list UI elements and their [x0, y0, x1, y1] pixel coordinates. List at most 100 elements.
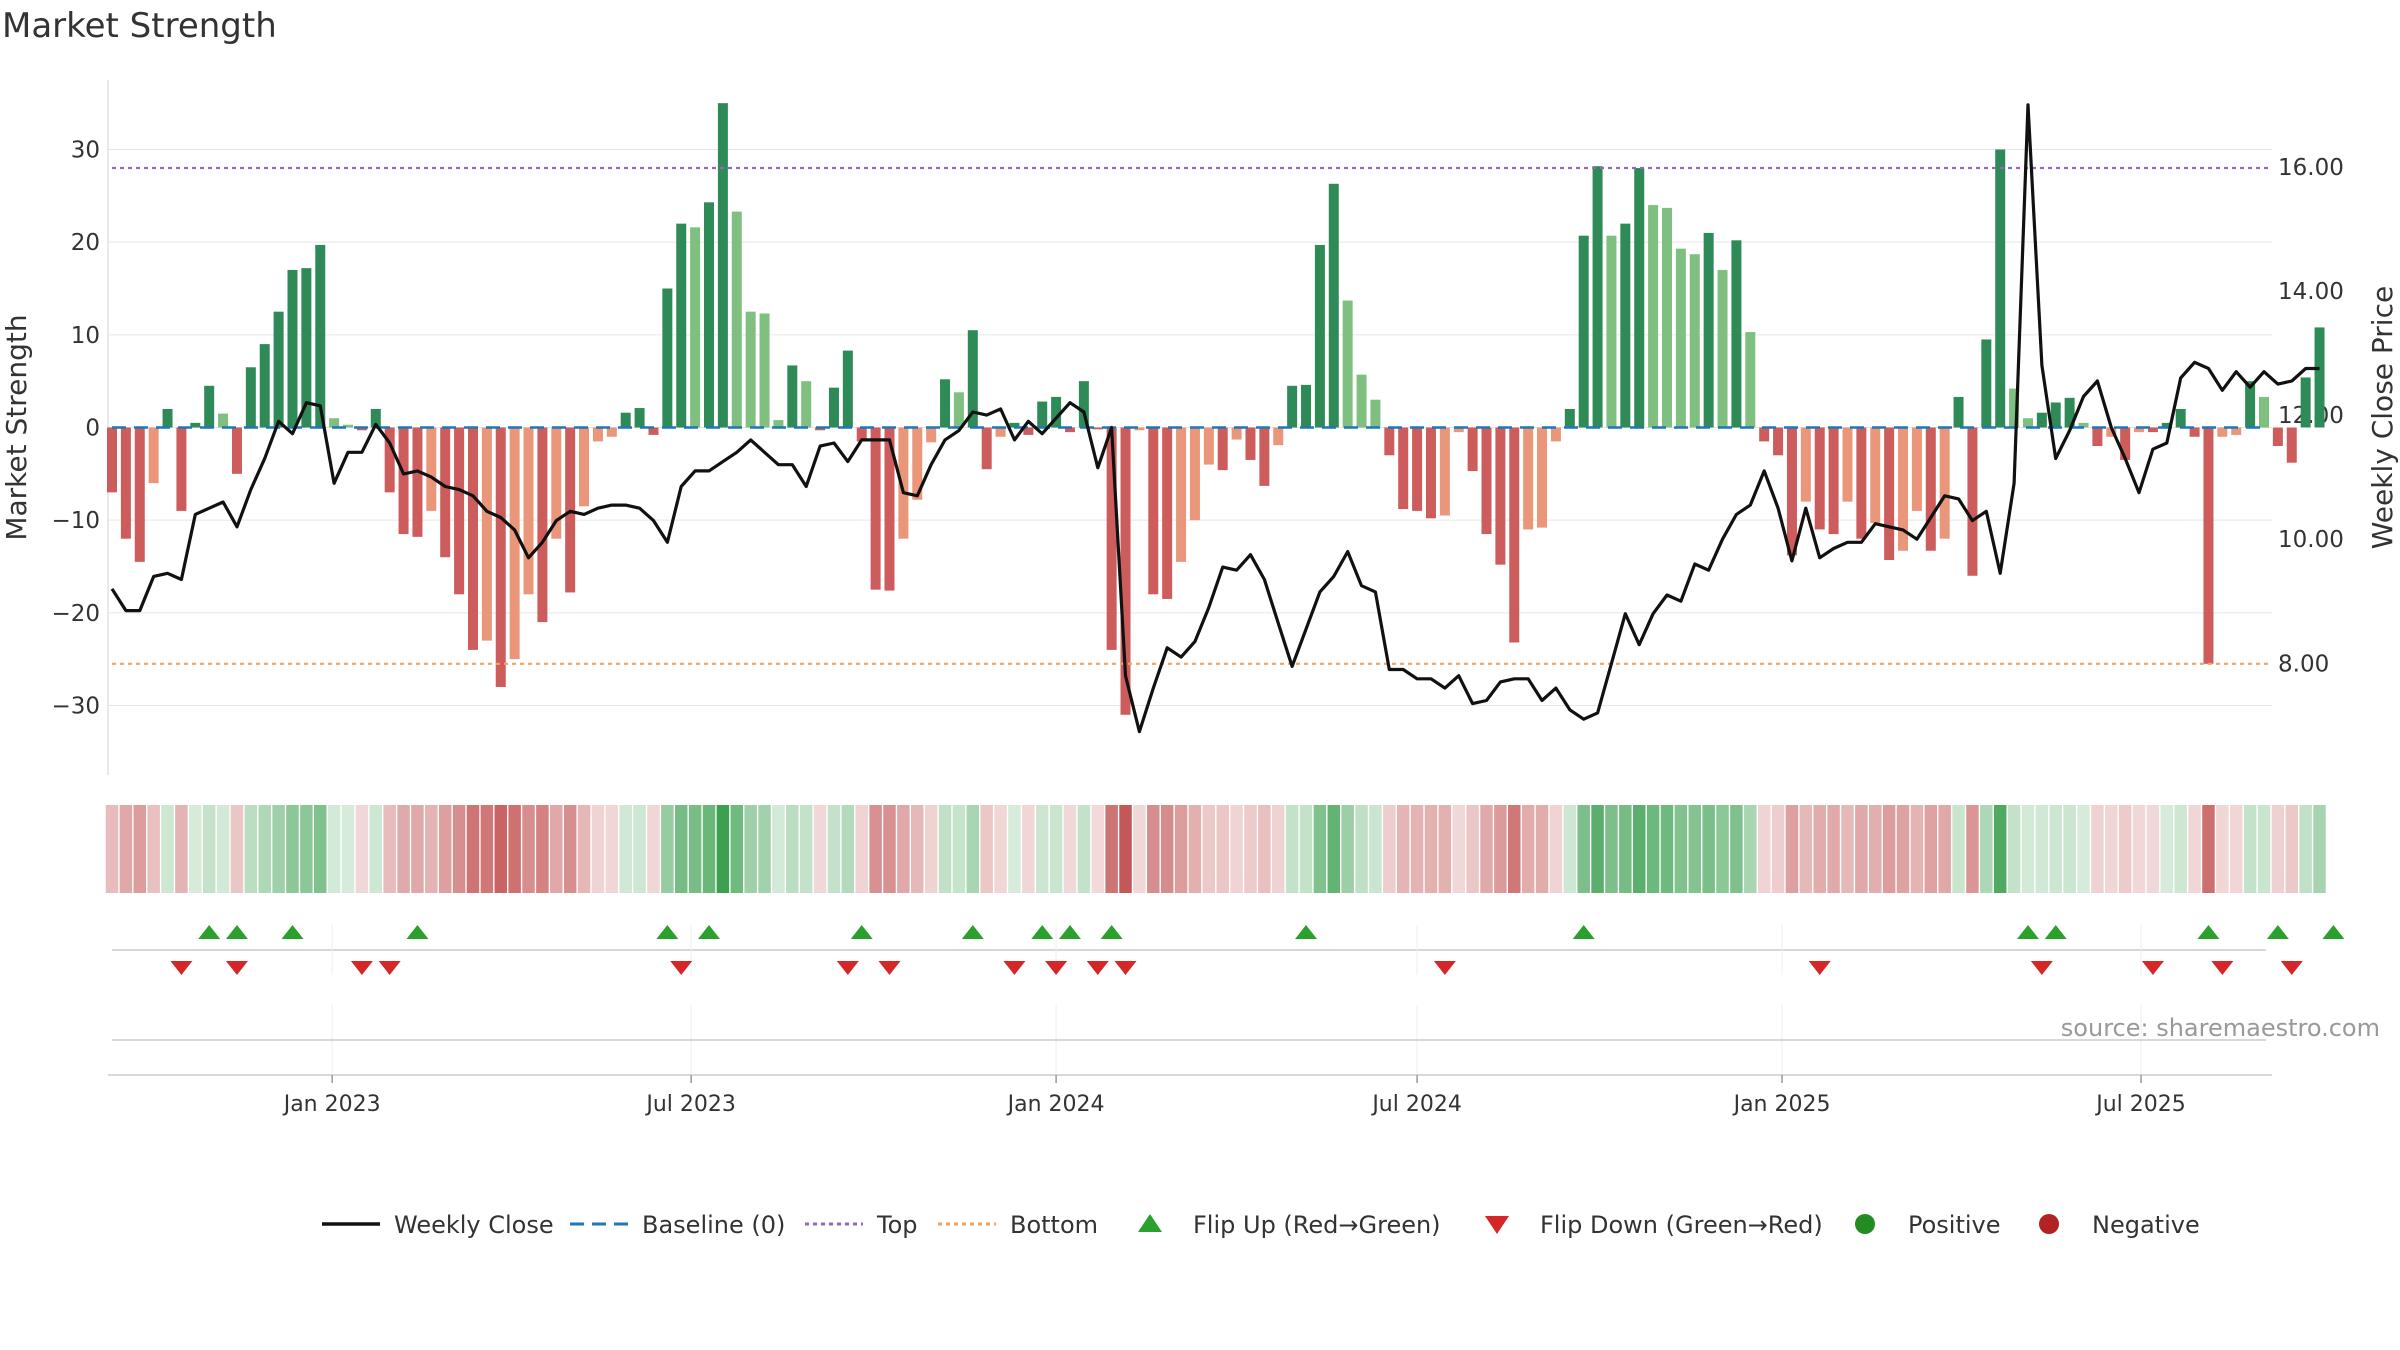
y-tick-label: −10	[51, 508, 100, 534]
heat-strip-cell	[508, 805, 521, 893]
heat-strip-cell	[133, 805, 147, 893]
strength-bar	[2134, 427, 2145, 433]
heat-strip-cell	[1521, 805, 1535, 893]
heat-strip-cell	[1785, 805, 1799, 893]
heat-strip-cell	[2160, 805, 2174, 893]
strength-bar	[2189, 427, 2200, 437]
strength-bar	[1856, 427, 1867, 539]
flip-up-marker	[2044, 925, 2067, 939]
strength-bar	[509, 427, 520, 660]
strength-bar	[787, 365, 798, 428]
strength-bar	[1342, 300, 1353, 428]
flip-up-marker	[698, 925, 721, 939]
heat-strip-cell	[1383, 805, 1396, 893]
strength-bar	[2203, 427, 2214, 664]
strength-bar	[1717, 269, 1728, 428]
strength-bar	[356, 427, 367, 431]
heat-strip-cell	[1008, 805, 1021, 893]
heat-strip-cell	[1535, 805, 1549, 893]
strength-bar	[204, 385, 215, 428]
strength-bar	[454, 427, 465, 595]
heat-strip-cell	[1271, 805, 1285, 893]
heat-strip-cell	[1813, 805, 1826, 893]
strength-bar	[2009, 388, 2020, 428]
heat-strip-cell	[1549, 805, 1563, 893]
strength-bar	[1467, 427, 1478, 472]
strength-bar	[2120, 427, 2131, 460]
heat-strip-cell	[1827, 805, 1840, 893]
legend-label: Negative	[2092, 1211, 2200, 1239]
strength-bar	[1842, 427, 1853, 502]
strength-bar	[1759, 427, 1770, 442]
heat-strip-cell	[591, 805, 605, 893]
heat-strip-cell	[911, 805, 924, 893]
strength-bar	[940, 379, 951, 428]
strength-bar	[1620, 223, 1631, 428]
strength-bar	[398, 427, 409, 535]
heat-strip-cell	[2285, 805, 2299, 893]
heat-strip-cell	[813, 805, 827, 893]
strength-bar	[745, 311, 756, 428]
strength-bar	[1245, 427, 1256, 460]
strength-bar	[1689, 254, 1700, 428]
flip-down-marker	[2141, 961, 2164, 975]
strength-bar	[981, 427, 992, 470]
flip-down-marker	[1433, 961, 1456, 975]
strength-bar	[2022, 418, 2033, 428]
heat-strip-cell	[1966, 805, 1979, 893]
heat-strip-cell	[1230, 805, 1243, 893]
heat-strip-cell	[1605, 805, 1618, 893]
strength-bar	[2036, 412, 2047, 428]
flip-down-marker	[1003, 961, 1026, 975]
heat-strip-cell	[924, 805, 938, 893]
heat-strip-cell	[1646, 805, 1660, 893]
strength-bar	[1092, 427, 1103, 430]
strength-bar	[1189, 427, 1200, 521]
heat-strip-cell	[1730, 805, 1743, 893]
strength-bar	[1064, 427, 1075, 433]
strength-bar	[1287, 385, 1298, 428]
strength-bar	[1273, 427, 1284, 446]
heat-strip-cell	[1480, 805, 1493, 893]
heat-strip-cell	[1022, 805, 1035, 893]
flip-up-marker	[1100, 925, 1123, 939]
strength-bar	[120, 427, 131, 539]
heat-strip-cell	[661, 805, 674, 893]
heat-strip-cell	[1702, 805, 1715, 893]
strength-bar	[551, 427, 562, 539]
heat-strip-cell	[272, 805, 285, 893]
strength-bar	[648, 427, 659, 435]
strength-bar	[537, 427, 548, 623]
heat-strip-cell	[1424, 805, 1438, 893]
strength-bar	[2175, 408, 2186, 428]
flip-up-marker	[2197, 925, 2220, 939]
y2-tick-label: 10.00	[2278, 527, 2344, 553]
heat-strip-cell	[1355, 805, 1368, 893]
heat-strip-cell	[2077, 805, 2090, 893]
strength-bar	[2092, 427, 2103, 447]
heat-strip-cell	[494, 805, 507, 893]
y2-tick-label: 8.00	[2278, 651, 2329, 677]
strength-bar	[1661, 207, 1672, 428]
y2-tick-label: 14.00	[2278, 279, 2344, 305]
flip-up-marker	[656, 925, 679, 939]
y-axis-label: Market Strength	[0, 314, 33, 540]
x-tick-label: Jul 2023	[644, 1092, 736, 1117]
source-note: source: sharemaestro.com	[2060, 1014, 2380, 1042]
strength-bar	[1606, 235, 1617, 428]
heat-strip-cell	[1744, 805, 1757, 893]
weekly-close-line	[110, 103, 2320, 734]
heat-strip-cell	[1313, 805, 1327, 893]
flip-up-marker	[1572, 925, 1595, 939]
heat-strip-cell	[161, 805, 174, 893]
heat-strip-cell	[1771, 805, 1785, 893]
flip-up-marker	[281, 925, 304, 939]
heat-strip-cell	[980, 805, 993, 893]
flip-down-marker	[836, 961, 859, 975]
heat-strip-cell	[425, 805, 438, 893]
strength-bar	[1148, 427, 1159, 595]
flip-up-marker	[1295, 925, 1318, 939]
heat-strip-cell	[2118, 805, 2132, 893]
strength-bar	[828, 387, 839, 428]
heat-strip-cell	[1299, 805, 1313, 893]
